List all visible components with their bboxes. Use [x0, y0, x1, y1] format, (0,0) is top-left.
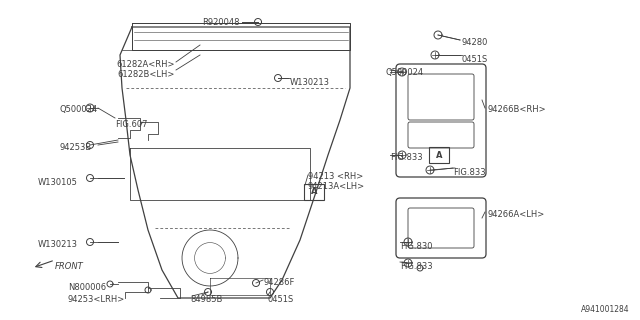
Text: 94266B<RH>: 94266B<RH>	[487, 105, 546, 114]
Text: Q500024: Q500024	[60, 105, 98, 114]
Text: 94253<LRH>: 94253<LRH>	[68, 295, 125, 304]
Text: FIG.833: FIG.833	[453, 168, 486, 177]
Text: 61282A<RH>: 61282A<RH>	[116, 60, 175, 69]
Text: Q500024: Q500024	[385, 68, 423, 77]
Text: FIG.830: FIG.830	[400, 242, 433, 251]
Text: 94280: 94280	[462, 38, 488, 47]
Text: A941001284: A941001284	[581, 305, 630, 314]
Text: W130105: W130105	[38, 178, 78, 187]
Text: FIG.833: FIG.833	[390, 153, 422, 162]
Text: 0451S: 0451S	[462, 55, 488, 64]
Text: 0451S: 0451S	[268, 295, 294, 304]
Text: W130213: W130213	[290, 78, 330, 87]
Text: 94213 <RH>: 94213 <RH>	[308, 172, 364, 181]
Text: FIG.833: FIG.833	[400, 262, 433, 271]
Text: 61282B<LH>: 61282B<LH>	[118, 70, 175, 79]
Text: 94266A<LH>: 94266A<LH>	[487, 210, 544, 219]
Text: W130213: W130213	[38, 240, 78, 249]
Text: FIG.607: FIG.607	[115, 120, 147, 129]
Text: R920048: R920048	[202, 18, 240, 27]
Text: 94253B: 94253B	[60, 143, 92, 152]
Text: 94213A<LH>: 94213A<LH>	[308, 182, 365, 191]
Text: FRONT: FRONT	[55, 262, 84, 271]
Text: A: A	[311, 188, 317, 196]
Text: 84985B: 84985B	[190, 295, 222, 304]
Text: 94286F: 94286F	[263, 278, 294, 287]
Text: A: A	[436, 150, 442, 159]
Text: N800006: N800006	[68, 283, 106, 292]
